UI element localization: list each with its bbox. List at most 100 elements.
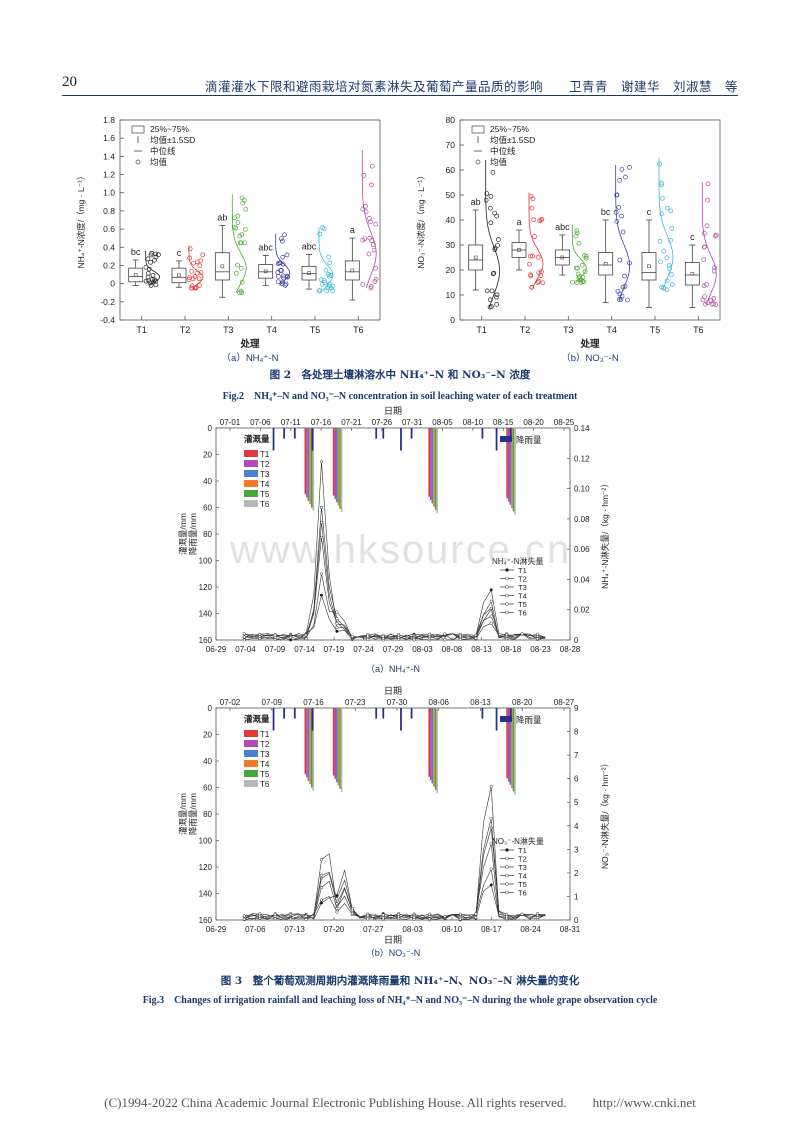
x-axis-label: 处理 [579, 338, 600, 350]
data-point [231, 224, 237, 230]
data-point [490, 169, 496, 175]
irrigation-bar [434, 708, 437, 791]
data-point [367, 235, 373, 241]
data-point [367, 216, 372, 221]
loss-marker [458, 634, 462, 638]
data-point [573, 233, 579, 239]
right-tick-label: 7 [574, 751, 579, 760]
irrigation-bar [433, 428, 435, 507]
loss-legend-label: T5 [518, 600, 527, 609]
data-point [196, 276, 202, 282]
data-point [280, 279, 286, 285]
loss-marker [381, 913, 385, 917]
data-point [489, 288, 495, 294]
data-point [280, 261, 286, 267]
loss-marker [335, 622, 339, 626]
right-tick-label: 8 [574, 728, 579, 737]
box [468, 244, 484, 271]
x-tick-label: T3 [223, 325, 234, 335]
irrigation-bar [332, 708, 335, 776]
mean-marker [220, 264, 225, 269]
y-tick-label: 0 [450, 315, 455, 325]
data-point [280, 238, 285, 244]
irrigation-bar [310, 708, 313, 788]
loss-legend-label: T6 [518, 889, 527, 898]
bottom-date-label: 08-17 [481, 925, 502, 934]
y-tick-label: 0.4 [103, 242, 115, 252]
data-point [712, 233, 718, 239]
loss-marker [366, 917, 370, 921]
rain-bar [293, 708, 296, 719]
irrigation-bar [509, 708, 512, 785]
distribution-curve [145, 250, 161, 286]
distribution-curve [318, 227, 334, 292]
irrigation-bar [512, 708, 515, 792]
bottom-date-label: 08-24 [520, 925, 541, 934]
data-point [705, 197, 711, 203]
irrigation-bar [332, 428, 335, 496]
data-point [328, 285, 334, 291]
data-point [192, 274, 198, 279]
data-point [490, 271, 496, 277]
x-tick-label: T1 [476, 325, 487, 335]
data-point [658, 259, 663, 265]
data-point [366, 251, 372, 257]
loss-line [244, 786, 546, 921]
data-point [275, 270, 281, 275]
data-point [280, 254, 286, 260]
data-point [657, 238, 663, 244]
loss-legend-label: T4 [518, 872, 527, 881]
bottom-date-label: 08-03 [412, 645, 433, 654]
loss-marker [366, 914, 370, 918]
irrigation-bar [337, 428, 340, 506]
mean-marker [517, 248, 521, 252]
loss-marker [273, 638, 277, 642]
loss-legend-label: T3 [518, 583, 527, 592]
loss-marker [289, 638, 293, 642]
subfigure-label: （a）NH₄⁺-N [222, 352, 279, 364]
loss-marker [350, 907, 354, 911]
data-point [239, 195, 245, 201]
y-tick-label: 1.0 [103, 188, 115, 198]
left-tick-label: 80 [203, 810, 212, 819]
data-point [617, 297, 622, 302]
data-point [491, 270, 497, 276]
legend-label: 均值±1.5SD [490, 135, 535, 145]
irrigation-bar [507, 428, 510, 502]
rain-bar [509, 708, 512, 719]
data-point [622, 273, 627, 279]
significance-letter: abc [302, 242, 317, 252]
significance-letter: ab [217, 212, 227, 222]
significance-letter: abc [555, 222, 570, 232]
top-date-label: 08-10 [463, 418, 484, 427]
irrigation-bar [309, 708, 311, 785]
data-point [538, 217, 544, 223]
irrigation-bar [307, 428, 310, 501]
left-tick-label: 40 [203, 477, 212, 486]
significance-letter: bc [131, 247, 141, 257]
top-date-label: 08-27 [554, 698, 575, 707]
loss-marker [242, 638, 246, 642]
loss-legend-label: T1 [518, 846, 527, 855]
data-point [488, 194, 494, 199]
data-point [492, 210, 497, 216]
box [684, 262, 700, 286]
data-point [532, 234, 537, 239]
box [171, 267, 187, 284]
rain-bar [382, 708, 385, 719]
loss-legend-marker [505, 865, 509, 869]
data-point [615, 288, 621, 294]
data-point [318, 277, 324, 283]
irrigation-bar [304, 428, 307, 495]
top-date-label: 07-01 [220, 418, 241, 427]
watermark: www.hksource.cn [230, 528, 572, 572]
irrigation-bar [428, 708, 430, 777]
legend-mean-icon [135, 159, 141, 165]
data-point [198, 258, 204, 264]
data-point [619, 293, 625, 299]
irrigation-legend-swatch [244, 450, 258, 457]
data-point [330, 288, 335, 294]
data-point [620, 229, 626, 235]
data-point [666, 262, 672, 268]
data-point [319, 281, 325, 287]
